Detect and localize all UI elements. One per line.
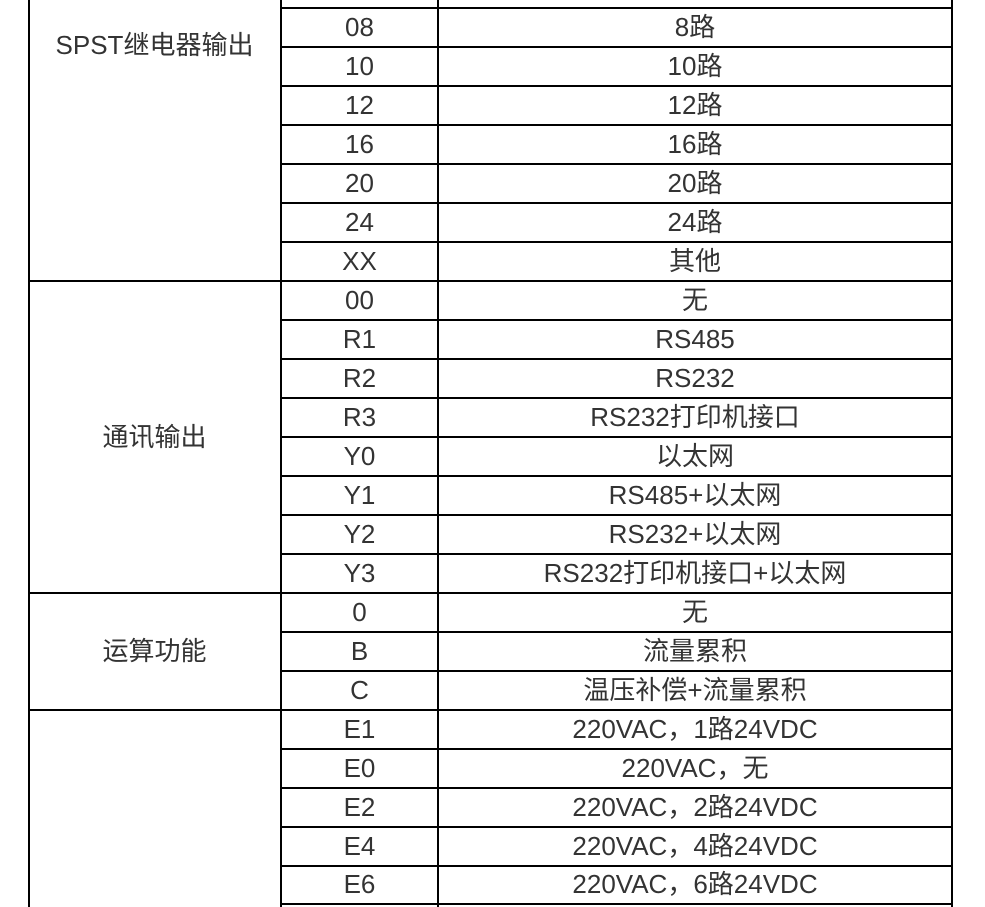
row-divider	[281, 7, 953, 9]
code-cell: E0	[343, 753, 376, 783]
code-cell: 10	[345, 51, 374, 81]
row-divider	[281, 436, 953, 438]
row-divider	[281, 553, 953, 555]
description-cell: RS485	[655, 324, 735, 354]
code-cell: Y1	[343, 480, 376, 510]
description-cell: 220VAC，1路24VDC	[572, 714, 818, 744]
code-cell: R3	[342, 402, 377, 432]
code-cell: E4	[343, 831, 376, 861]
description-cell: 其他	[668, 246, 721, 276]
row-divider	[281, 670, 953, 672]
code-cell: R1	[342, 324, 377, 354]
description-cell: 16路	[667, 129, 723, 159]
code-cell: E6	[343, 869, 376, 899]
row-divider	[281, 787, 953, 789]
row-divider	[281, 202, 953, 204]
code-cell: E1	[343, 714, 376, 744]
row-divider	[281, 631, 953, 633]
row-divider	[281, 475, 953, 477]
description-cell: 20路	[667, 168, 723, 198]
row-divider	[281, 46, 953, 48]
description-cell: 无	[681, 285, 708, 315]
section-divider	[28, 592, 953, 594]
description-cell: 8路	[674, 12, 716, 42]
description-cell: 流量累积	[642, 636, 747, 666]
row-divider	[281, 124, 953, 126]
row-divider	[281, 826, 953, 828]
description-cell: 温压补偿+流量累积	[583, 675, 807, 705]
row-divider	[281, 397, 953, 399]
code-cell: 16	[345, 129, 374, 159]
row-divider	[281, 865, 953, 867]
category-cell-spst-relay-output: SPST继电器输出	[55, 30, 254, 60]
table-border-right	[951, 0, 953, 907]
table-border-left	[28, 0, 30, 907]
row-divider	[281, 903, 953, 905]
description-cell: RS232+以太网	[608, 519, 782, 549]
category-cell-computation-function: 运算功能	[102, 636, 207, 666]
code-cell: R2	[342, 363, 377, 393]
code-cell: 12	[345, 90, 374, 120]
description-cell: 220VAC，6路24VDC	[572, 869, 818, 899]
code-cell: C	[350, 675, 369, 705]
description-cell: RS232	[655, 363, 735, 393]
category-cell-communication-output: 通讯输出	[102, 422, 207, 452]
description-cell: 无	[681, 597, 708, 627]
code-cell: E2	[343, 792, 376, 822]
code-cell: XX	[342, 246, 377, 276]
description-cell: 24路	[667, 207, 723, 237]
column-divider-category-code	[280, 0, 282, 907]
code-cell: Y0	[343, 441, 376, 471]
row-divider	[281, 85, 953, 87]
description-cell: 12路	[667, 90, 723, 120]
description-cell: 220VAC，无	[621, 753, 769, 783]
row-divider	[281, 241, 953, 243]
row-divider	[281, 319, 953, 321]
code-cell: 20	[345, 168, 374, 198]
row-divider	[281, 163, 953, 165]
code-cell: Y3	[343, 558, 376, 588]
column-divider-code-description	[437, 0, 439, 907]
description-cell: RS232打印机接口+以太网	[543, 558, 847, 588]
row-divider	[281, 514, 953, 516]
section-divider	[28, 709, 953, 711]
row-divider	[281, 358, 953, 360]
code-cell: 0	[352, 597, 367, 627]
code-cell: 24	[345, 207, 374, 237]
description-cell: 220VAC，2路24VDC	[572, 792, 818, 822]
description-cell: RS485+以太网	[608, 480, 782, 510]
code-cell: 00	[345, 285, 374, 315]
section-divider	[28, 280, 953, 282]
code-cell: 08	[345, 12, 374, 42]
row-divider	[281, 748, 953, 750]
description-cell: RS232打印机接口	[590, 402, 800, 432]
description-cell: 以太网	[655, 441, 734, 471]
code-cell: B	[350, 636, 369, 666]
description-cell: 10路	[667, 51, 723, 81]
description-cell: 220VAC，4路24VDC	[572, 831, 818, 861]
code-cell: Y2	[343, 519, 376, 549]
